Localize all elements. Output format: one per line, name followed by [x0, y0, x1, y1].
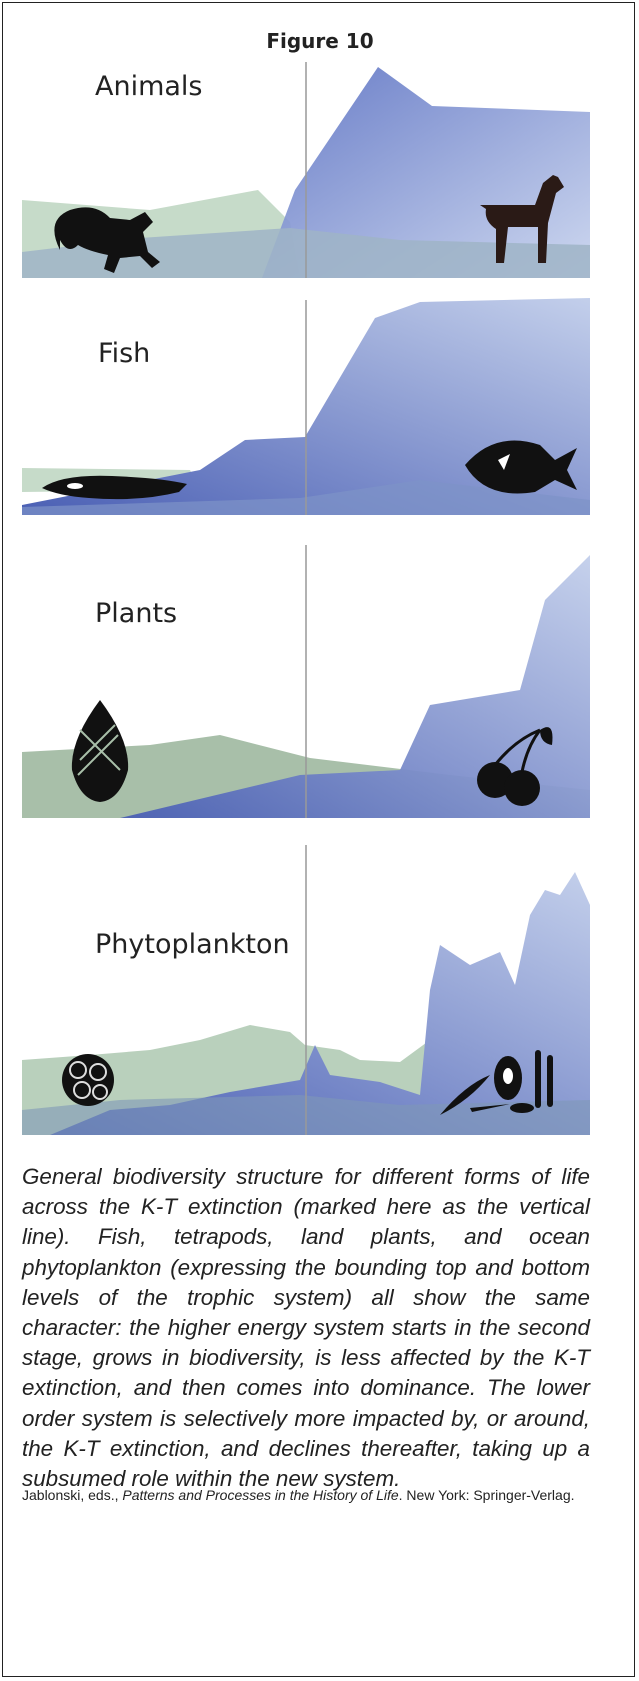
panel-plants: Plants	[22, 545, 590, 818]
caption: General biodiversity structure for diffe…	[22, 1164, 590, 1492]
panel-label: Phytoplankton	[95, 929, 290, 960]
citation-authors: Jablonski, eds.,	[22, 1487, 119, 1503]
citation: Jablonski, eds., Patterns and Processes …	[22, 1487, 590, 1504]
panel-label: Fish	[98, 338, 150, 369]
figure-title: Figure 10	[266, 29, 373, 53]
panel-phytoplankton: Phytoplankton	[22, 845, 590, 1135]
panel-animals: Animals	[22, 62, 590, 278]
citation-publisher: . New York: Springer-Verlag.	[398, 1487, 575, 1503]
citation-title: Patterns and Processes in the History of…	[122, 1487, 399, 1503]
panel-label: Animals	[95, 71, 203, 102]
figure: Figure 10 Animals Fish Plants	[22, 29, 590, 1135]
panel-fish: Fish	[22, 298, 590, 515]
panel-label: Plants	[95, 598, 177, 629]
